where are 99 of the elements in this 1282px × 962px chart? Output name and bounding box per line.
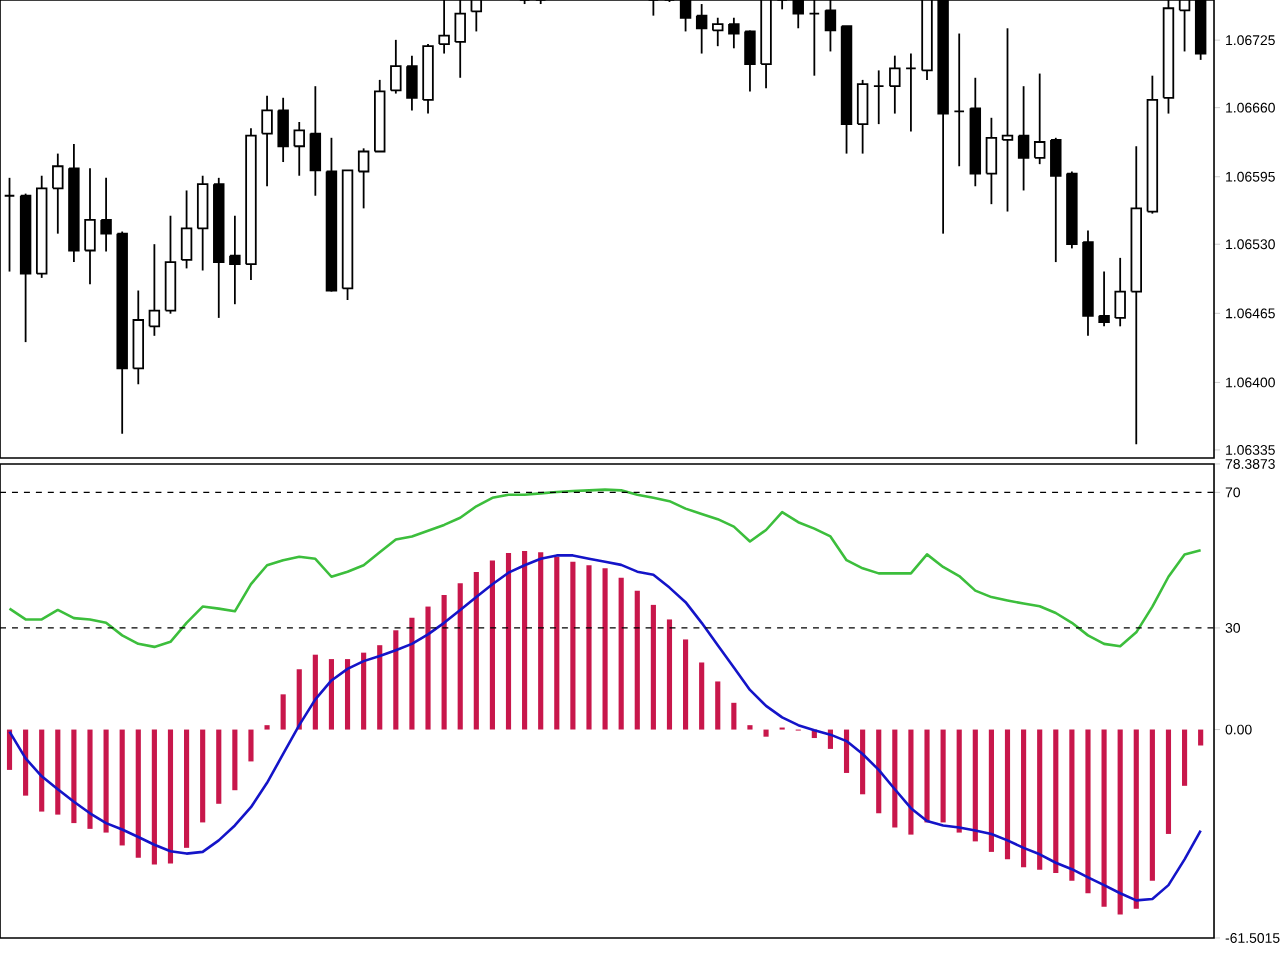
bar [441, 595, 447, 730]
bar [296, 669, 302, 730]
candlestick [744, 29, 756, 93]
candlestick [84, 167, 96, 286]
bar [248, 729, 254, 762]
bar [425, 606, 431, 730]
candlestick [52, 152, 64, 235]
candlestick [1098, 270, 1110, 328]
candlestick [953, 32, 965, 168]
bar [1069, 729, 1075, 881]
bar [312, 654, 318, 730]
bar [344, 659, 351, 730]
bar [280, 694, 286, 730]
bar [489, 560, 495, 730]
bar [892, 729, 898, 828]
bar [1004, 729, 1011, 860]
candlestick [100, 176, 112, 253]
bar [682, 639, 689, 730]
bar [908, 729, 914, 835]
bar [940, 729, 946, 823]
bar [409, 617, 415, 730]
bar [200, 729, 206, 823]
bar [650, 604, 656, 730]
bar [393, 630, 399, 730]
bar [1021, 729, 1027, 868]
bar [377, 645, 383, 730]
bar [119, 729, 125, 846]
bar [135, 729, 141, 858]
bar [361, 652, 367, 730]
bar [570, 561, 576, 730]
bar [1165, 729, 1172, 834]
candlestick [390, 38, 402, 95]
candlestick [905, 52, 917, 133]
bar [554, 556, 560, 730]
bar [1133, 729, 1139, 909]
bar [55, 729, 61, 815]
bar [924, 729, 930, 823]
bar [1181, 729, 1188, 786]
candlestick [180, 189, 193, 270]
candlestick [357, 147, 370, 210]
candlestick [1001, 27, 1014, 213]
bar [522, 551, 528, 730]
bar [457, 583, 463, 730]
candlestick [712, 16, 724, 48]
bar [763, 729, 769, 737]
candlestick [728, 16, 740, 50]
bar [1117, 729, 1123, 915]
bar [1053, 729, 1059, 873]
bar [1101, 729, 1107, 907]
bar [1149, 729, 1155, 881]
bar [39, 729, 45, 812]
candlestick [985, 116, 998, 206]
candlestick [1050, 136, 1062, 263]
candlestick [856, 78, 869, 155]
candlestick [406, 54, 418, 112]
candlestick [196, 174, 209, 272]
bar [876, 729, 882, 814]
candlestick [1114, 256, 1126, 328]
bar [1085, 729, 1091, 894]
bar [538, 552, 544, 730]
candlestick [1017, 85, 1030, 192]
bar [87, 729, 93, 829]
candlestick [1033, 72, 1046, 166]
bar [618, 577, 624, 730]
candlestick [229, 214, 241, 306]
bar [1037, 729, 1043, 870]
bar [505, 553, 512, 730]
candlestick [309, 85, 322, 197]
bar [103, 729, 109, 833]
bar [184, 729, 190, 848]
bar [860, 729, 866, 795]
candlestick [3, 176, 16, 273]
bar [6, 729, 13, 770]
line-series [8, 554, 1202, 902]
bar [586, 565, 592, 730]
bar [956, 729, 962, 833]
bar [1198, 729, 1204, 746]
bar [634, 590, 640, 730]
bar [666, 619, 673, 730]
bar [151, 729, 157, 865]
bar [71, 729, 77, 824]
bar [602, 568, 608, 730]
bar [216, 729, 222, 804]
candlestick [277, 96, 289, 163]
bar [699, 662, 705, 730]
candlestick [261, 94, 273, 188]
bar [232, 729, 238, 791]
bar [715, 681, 721, 730]
bar [167, 729, 174, 864]
candlestick [293, 121, 305, 177]
bar [328, 659, 335, 730]
bar [972, 729, 978, 842]
bar [23, 729, 29, 796]
candlestick [148, 243, 161, 337]
candlestick [889, 54, 901, 115]
bar [731, 702, 737, 730]
bar [988, 729, 994, 852]
bar [473, 572, 479, 730]
candlestick [873, 69, 885, 126]
